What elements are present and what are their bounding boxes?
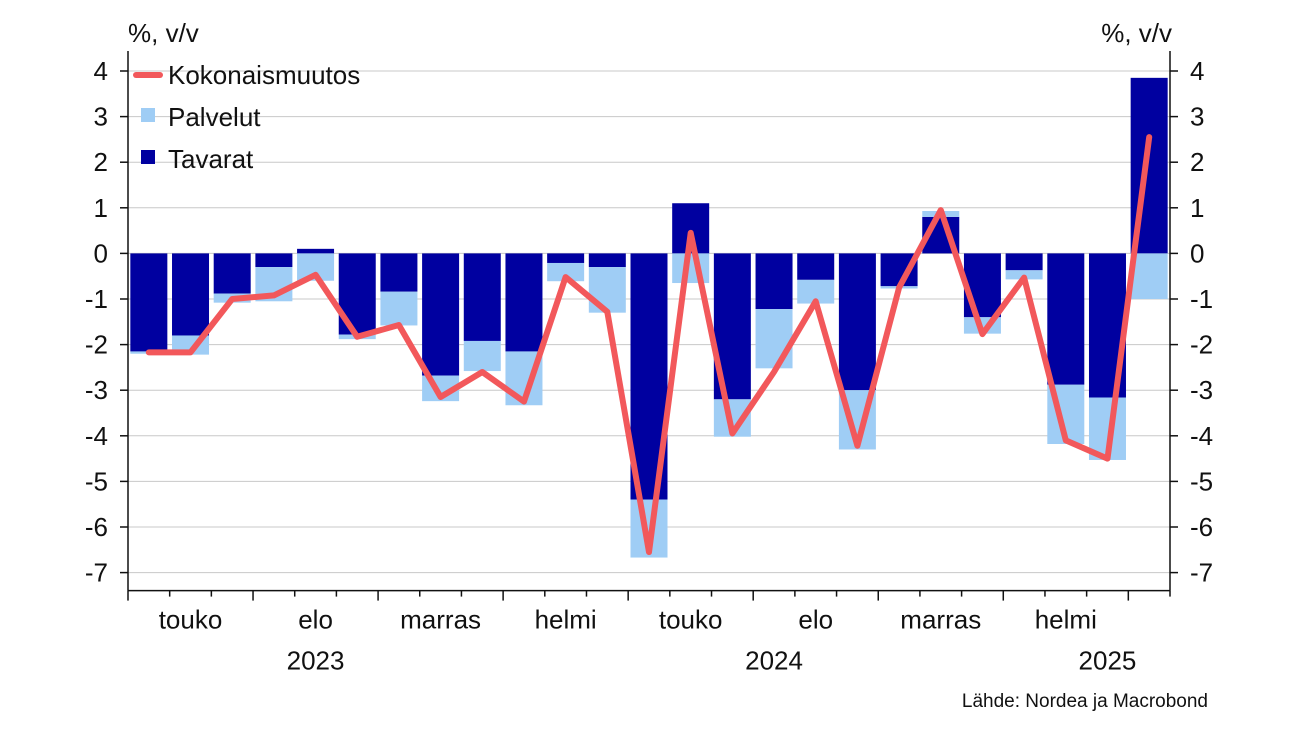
axes [120,51,1178,601]
y-tick-label-right: -7 [1190,558,1213,588]
bar-tavarat [1005,253,1043,271]
legend-swatch-tavarat [141,150,155,164]
y-axis-label-right: %, v/v [1101,18,1172,48]
bar-tavarat [505,253,543,352]
y-tick-label-right: 0 [1190,238,1204,268]
bar-palvelut [463,340,501,372]
y-tick-label-left: 0 [94,238,108,268]
y-tick-label-right: 2 [1190,147,1204,177]
bar-tavarat [422,253,460,376]
x-tick-label: helmi [1035,605,1097,635]
bar-palvelut [547,262,585,282]
y-tick-label-right: -4 [1190,421,1213,451]
x-tick-label: marras [400,605,481,635]
y-tick-label-left: -2 [85,330,108,360]
y-tick-label-right: -6 [1190,512,1213,542]
bar-tavarat [838,253,876,391]
bar-tavarat [588,253,626,268]
bar-tavarat [463,253,501,341]
y-axis-label-left: %, v/v [128,18,199,48]
x-tick-label: marras [900,605,981,635]
bar-tavarat [755,253,793,310]
y-tick-label-left: -3 [85,375,108,405]
y-tick-label-right: -2 [1190,330,1213,360]
x-year-label: 2025 [1079,646,1137,676]
bar-palvelut [672,253,710,284]
y-tick-label-right: -1 [1190,284,1213,314]
y-tick-label-left: 3 [94,102,108,132]
x-year-label: 2024 [745,646,803,676]
bar-tavarat [297,248,335,254]
x-tick-label: elo [298,605,333,635]
bar-palvelut [588,267,626,313]
y-tick-label-left: 1 [94,193,108,223]
y-tick-label-left: -6 [85,512,108,542]
x-tick-label: elo [798,605,833,635]
y-tick-label-left: 2 [94,147,108,177]
legend-label-kokonaismuutos: Kokonaismuutos [168,60,360,90]
y-tick-label-left: -5 [85,466,108,496]
source-note: Lähde: Nordea ja Macrobond [962,691,1208,712]
bar-tavarat [172,253,210,336]
y-tick-label-left: -7 [85,558,108,588]
y-tick-label-left: -1 [85,284,108,314]
total-change-line [145,134,1153,556]
legend-label-palvelut: Palvelut [168,102,261,132]
x-tick-label: touko [159,605,223,635]
tick-labels: 4 4 3 3 2 2 1 1 0 0 -1 -1 -2 -2 -3 -3 -4 -4 -5 -5 -6 -6 -7 -7 to… [85,56,1213,676]
legend-swatch-palvelut [141,108,155,122]
x-tick-label: touko [659,605,723,635]
x-tick-label: helmi [535,605,597,635]
line-kokonaismuutos [145,134,1153,556]
bar-tavarat [255,253,293,268]
y-tick-label-right: 4 [1190,56,1204,86]
bar-tavarat [1047,253,1085,385]
x-year-label: 2023 [287,646,345,676]
y-tick-label-right: 1 [1190,193,1204,223]
bar-palvelut [380,291,418,326]
y-tick-label-right: -5 [1190,466,1213,496]
bar-tavarat [797,253,835,280]
bar-palvelut [755,309,793,369]
y-tick-label-left: 4 [94,56,108,86]
bar-tavarat [213,253,251,294]
bar-tavarat [130,253,168,352]
y-tick-label-right: 3 [1190,102,1204,132]
legend: Kokonaismuutos Palvelut Tavarat [133,60,360,174]
bar-palvelut [797,279,835,304]
y-tick-label-right: -3 [1190,375,1213,405]
bars [130,77,1168,558]
bar-tavarat [547,253,585,263]
bar-palvelut [1130,253,1168,299]
bar-tavarat [380,253,418,292]
bar-tavarat [963,253,1001,318]
y-tick-label-left: -4 [85,421,108,451]
legend-label-tavarat: Tavarat [168,144,254,174]
